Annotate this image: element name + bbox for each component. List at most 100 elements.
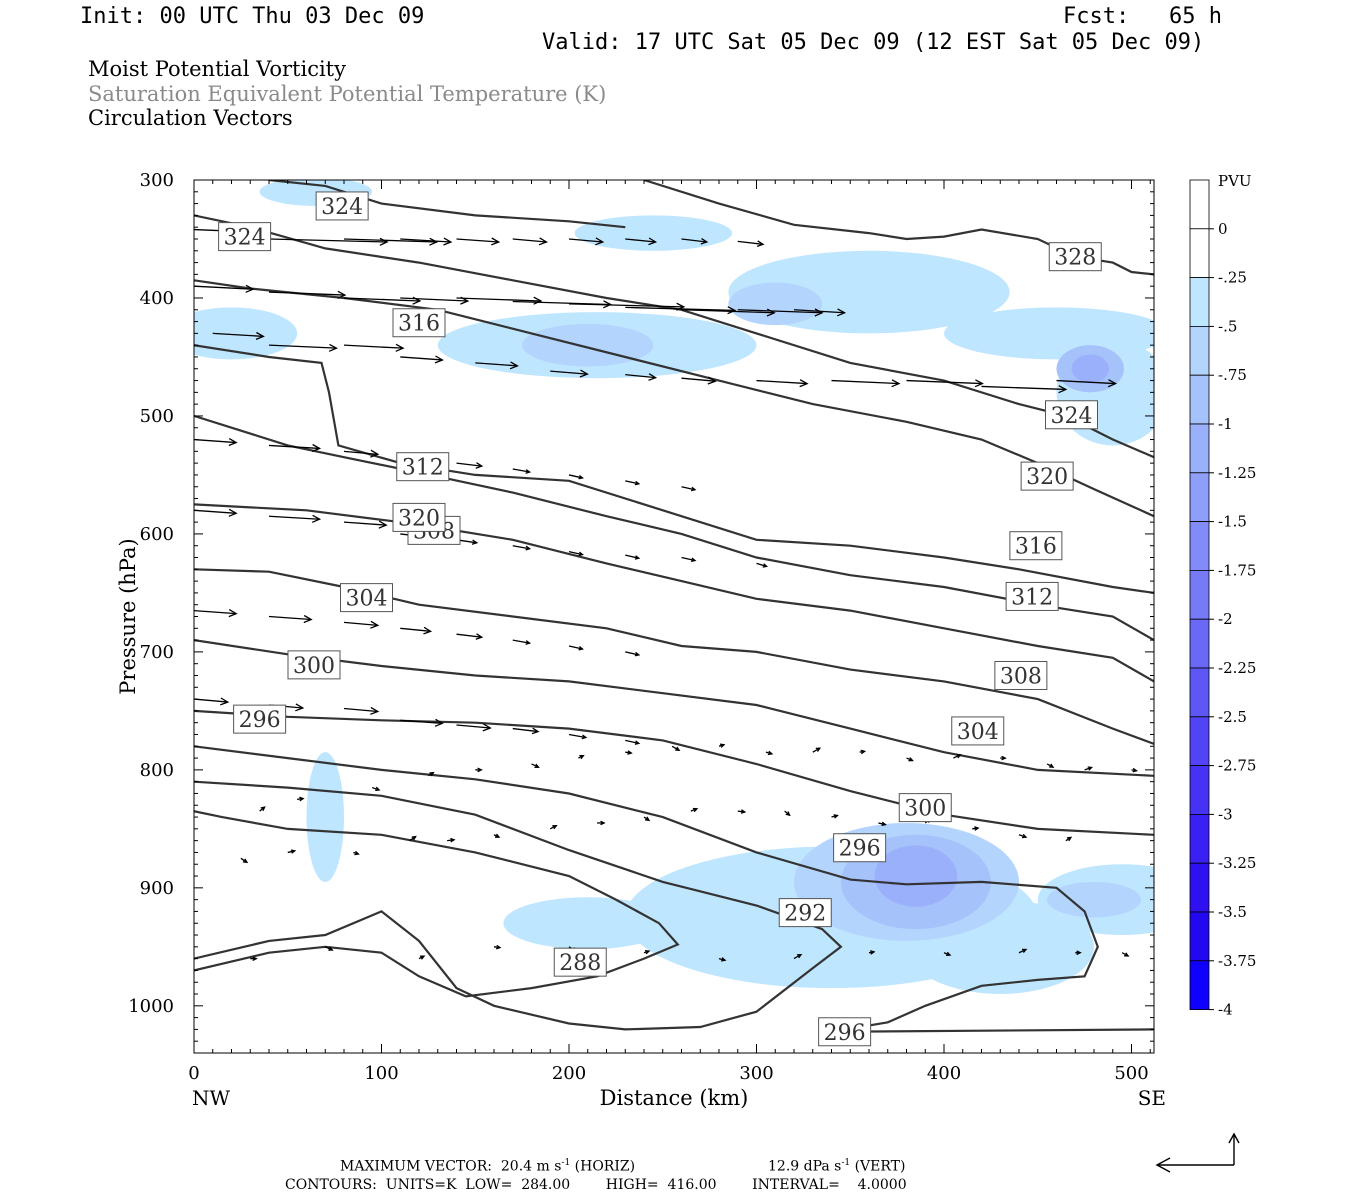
pv-shade-region [840, 834, 991, 930]
circulation-vector [859, 749, 867, 755]
contour-label: 316 [392, 308, 446, 338]
circulation-vector [268, 514, 322, 523]
circulation-vector [1131, 767, 1138, 773]
colorbar-swatch [1189, 521, 1210, 571]
circulation-vector [681, 486, 697, 492]
circulation-vector [1046, 763, 1055, 768]
circulation-vector [718, 957, 727, 962]
circulation-vector [597, 820, 606, 826]
theta-es-contour [643, 180, 1154, 276]
circulation-vector [531, 763, 540, 768]
colorbar-level-label: -1 [1218, 415, 1233, 433]
circulation-vector [671, 745, 681, 752]
colorbar-swatch [1189, 179, 1210, 230]
circulation-vector [568, 733, 588, 740]
max-vector-vert: 12.9 dPa s-1 (VERT) [768, 1158, 906, 1175]
pv-shade-region [728, 250, 1010, 334]
circulation-vector [400, 718, 444, 727]
circulation-vector [456, 723, 492, 732]
circulation-vector [625, 651, 641, 657]
circulation-vector [512, 545, 532, 551]
x-tick-label: 0 [188, 1063, 199, 1084]
y-tick-label: 1000 [128, 996, 174, 1017]
theta-es-contour [194, 568, 1154, 745]
circulation-vector [756, 562, 768, 568]
circulation-vector [475, 361, 519, 370]
circulation-vector [568, 302, 686, 311]
pv-shade-region [194, 307, 298, 360]
circulation-vector [953, 754, 962, 759]
colorbar-swatch [1189, 228, 1210, 279]
theta-es-contour [831, 1028, 1154, 1033]
circulation-vector [906, 757, 914, 762]
contour-label-text: 312 [402, 456, 444, 481]
field-label-vectors: Circulation Vectors [88, 106, 293, 130]
field-label-theta-es: Saturation Equivalent Potential Temperat… [88, 82, 607, 106]
pv-shade-region [1056, 345, 1124, 393]
contour-label: 288 [553, 947, 607, 977]
x-tick-label: 100 [364, 1063, 398, 1084]
circulation-vector [625, 373, 658, 381]
pv-shade-region [944, 307, 1154, 360]
contour-label: 308 [407, 515, 461, 545]
circulation-vector [643, 949, 651, 955]
circulation-vector [343, 296, 422, 305]
circulation-vector [681, 556, 697, 563]
nw-end-label: NW [192, 1086, 231, 1110]
contour-label-text: 324 [321, 195, 363, 220]
contour-label-text: 320 [398, 506, 440, 531]
circulation-vector [475, 767, 483, 773]
theta-es-contour [268, 180, 626, 229]
contour-label-text: 316 [398, 312, 440, 337]
colorbar-swatch [1189, 472, 1210, 522]
y-tick-label: 500 [140, 406, 174, 427]
se-end-label: SE [1138, 1086, 1166, 1110]
contour-label-text: 324 [224, 226, 266, 251]
theta-es-contour [194, 344, 1154, 594]
theta-es-contour [194, 780, 843, 1031]
circulation-vector [906, 379, 984, 388]
y-tick-label: 700 [140, 642, 174, 663]
pv-shade-region [874, 845, 958, 907]
circulation-vector [765, 750, 774, 756]
colorbar-swatch [1189, 277, 1210, 327]
contour-label: 312 [1005, 581, 1059, 611]
circulation-vector [681, 308, 776, 317]
circulation-vector [268, 614, 313, 624]
x-tick-label: 400 [927, 1063, 961, 1084]
contour-label: 324 [315, 191, 369, 221]
valid-time: Valid: 17 UTC Sat 05 Dec 09 (12 EST Sat … [542, 30, 1205, 55]
circulation-vector [456, 296, 543, 305]
circulation-vector [512, 468, 532, 474]
colorbar-swatch [1189, 814, 1210, 864]
colorbar-level-label: -1.5 [1218, 513, 1247, 531]
circulation-vector [400, 296, 470, 305]
circulation-vector [1018, 948, 1028, 954]
circulation-vector [456, 237, 501, 246]
circulation-vector [240, 857, 249, 864]
circulation-vector [943, 951, 952, 957]
circulation-vector [831, 379, 901, 388]
contour-label: 320 [392, 502, 446, 532]
contour-label: 296 [233, 704, 287, 734]
circulation-vector [868, 950, 876, 955]
contour-label: 292 [778, 898, 832, 928]
circulation-vector [578, 755, 585, 760]
colorbar-level-label: -2.75 [1218, 757, 1256, 775]
colorbar-level-label: -2.25 [1218, 659, 1256, 677]
circulation-vector [568, 237, 605, 246]
circulation-vector [343, 620, 380, 629]
theta-es-contour [194, 279, 1154, 518]
circulation-vector [1018, 833, 1028, 839]
circulation-vector [549, 825, 558, 830]
colorbar-level-label: -3.75 [1218, 952, 1256, 970]
theta-es-contour [194, 414, 1154, 642]
circulation-vector [756, 379, 809, 388]
pv-shade-region [437, 312, 757, 379]
circulation-vector [568, 550, 584, 557]
colorbar-swatch [1189, 911, 1210, 962]
pv-shade-region [728, 282, 823, 326]
contour-label-text: 288 [559, 951, 601, 976]
contour-info: CONTOURS: UNITS=K LOW= 284.00 HIGH= 416.… [285, 1177, 907, 1193]
pv-shade-region [1056, 339, 1154, 446]
